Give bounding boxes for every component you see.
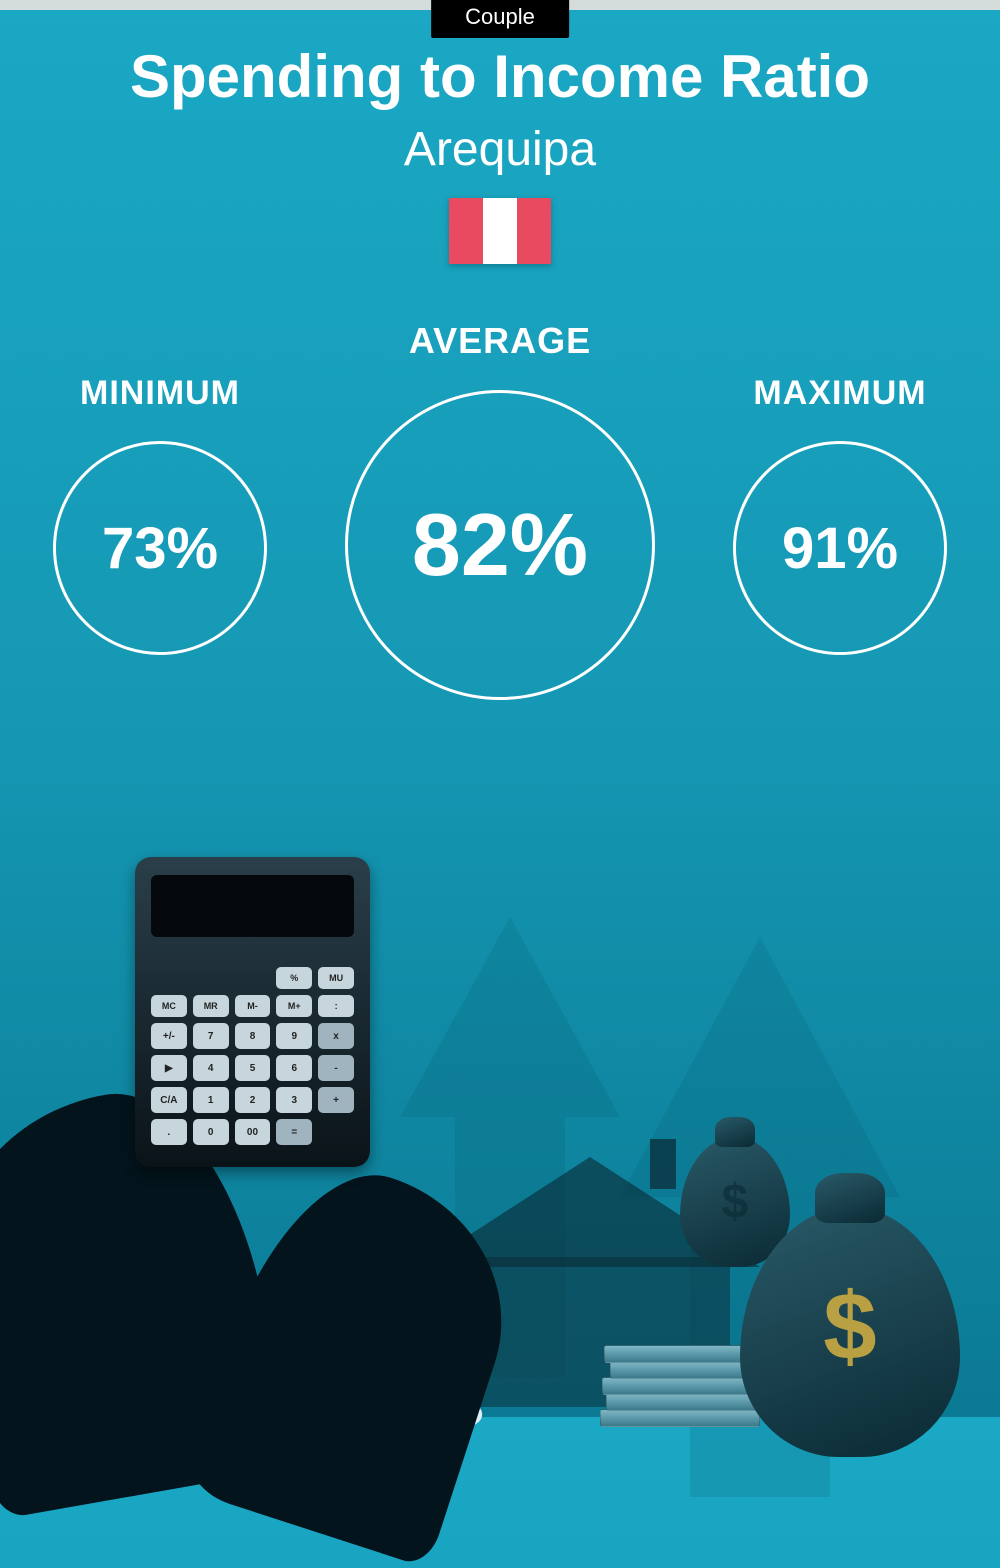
calculator-icon: %MUMCMRM-M+: +/-789x▶456-C/A123+.000= — [135, 857, 370, 1167]
cash-stack-icon — [600, 1327, 780, 1427]
calc-key: C/A — [151, 1087, 187, 1113]
cuff-icon — [12, 1283, 227, 1491]
calc-key: 1 — [193, 1087, 229, 1113]
gauge-average: AVERAGE 82% — [340, 320, 660, 700]
calc-key: 3 — [276, 1087, 312, 1113]
calc-key: = — [276, 1119, 312, 1145]
illustration: %MUMCMRM-M+: +/-789x▶456-C/A123+.000= — [0, 777, 1000, 1417]
gauge-minimum: MINIMUM 73% — [50, 374, 270, 655]
calc-key: 7 — [193, 1023, 229, 1049]
calc-key: ▶ — [151, 1055, 187, 1081]
flag-stripe-right — [517, 198, 551, 264]
calc-key: - — [318, 1055, 354, 1081]
page-title: Spending to Income Ratio — [0, 42, 1000, 111]
location-subtitle: Arequipa — [0, 122, 1000, 177]
calc-key: 0 — [193, 1119, 229, 1145]
calc-key: MU — [318, 967, 354, 989]
gauge-label-average: AVERAGE — [340, 320, 660, 362]
calc-key: . — [151, 1119, 187, 1145]
gauges-row: MINIMUM 73% AVERAGE 82% MAXIMUM 91% — [0, 320, 1000, 770]
calculator-screen — [151, 875, 354, 937]
calc-key: x — [318, 1023, 354, 1049]
up-arrow-icon — [400, 917, 620, 1117]
category-badge: Couple — [431, 0, 569, 38]
calc-key: : — [318, 995, 354, 1017]
calc-key: MC — [151, 995, 187, 1017]
hand-icon — [0, 1074, 292, 1520]
gauge-circle-minimum: 73% — [53, 441, 267, 655]
flag-stripe-left — [449, 198, 483, 264]
calc-key: 5 — [235, 1055, 271, 1081]
cuff-icon — [284, 1328, 486, 1517]
calc-key: 6 — [276, 1055, 312, 1081]
house-icon — [420, 1157, 760, 1397]
gauge-circle-maximum: 91% — [733, 441, 947, 655]
hand-icon — [181, 1146, 540, 1568]
calc-key: +/- — [151, 1023, 187, 1049]
calc-key: M- — [235, 995, 271, 1017]
gauge-maximum: MAXIMUM 91% — [730, 374, 950, 655]
flag-stripe-center — [483, 198, 517, 264]
money-bag-icon — [740, 1207, 960, 1457]
calc-key: + — [318, 1087, 354, 1113]
calc-key: % — [276, 967, 312, 989]
calc-key: M+ — [276, 995, 312, 1017]
calc-key: 9 — [276, 1023, 312, 1049]
calc-key: 2 — [235, 1087, 271, 1113]
gauge-label-maximum: MAXIMUM — [730, 374, 950, 413]
gauge-label-minimum: MINIMUM — [50, 374, 270, 413]
up-arrow-icon — [620, 937, 900, 1197]
calc-key: 4 — [193, 1055, 229, 1081]
peru-flag-icon — [449, 198, 551, 264]
calc-key: MR — [193, 995, 229, 1017]
money-bag-icon — [680, 1137, 790, 1267]
calc-key: 8 — [235, 1023, 271, 1049]
calc-key: 00 — [235, 1119, 271, 1145]
gauge-circle-average: 82% — [345, 390, 655, 700]
